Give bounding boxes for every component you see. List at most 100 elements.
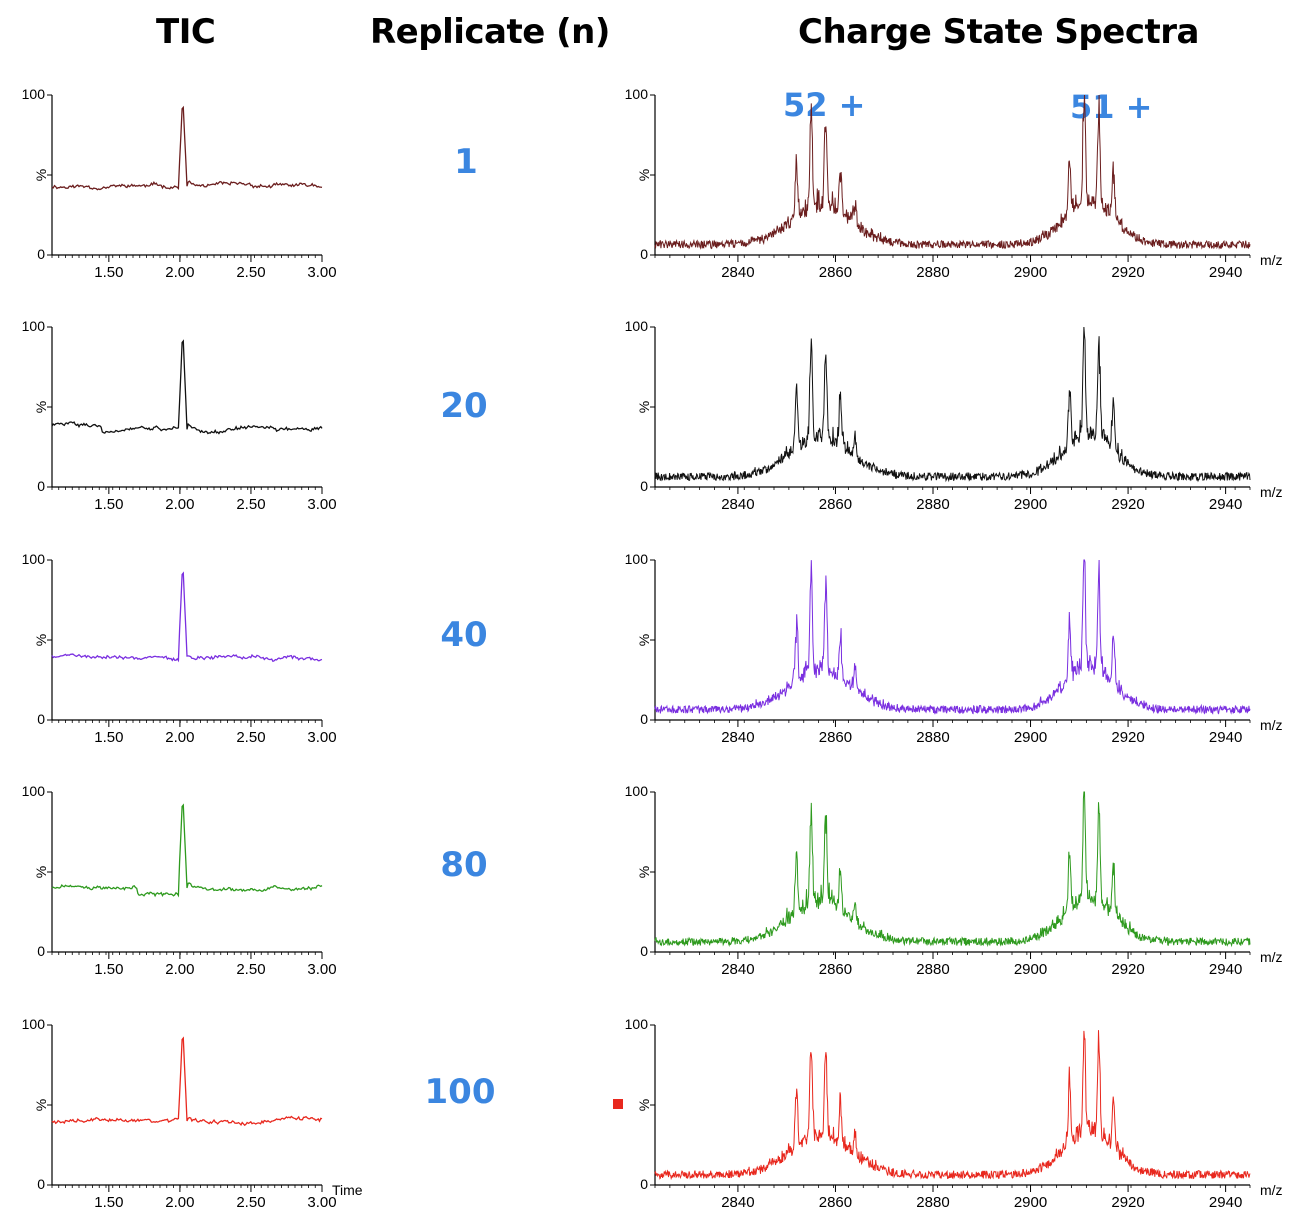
tic-100-x-tick-label-2: 2.50 — [236, 1194, 265, 1211]
ms-40-y-min-label: 0 — [640, 711, 648, 727]
ms-20-y-min-label: 0 — [640, 478, 648, 494]
spectrum-plot-1: 100% 0 2840 2860 2880 2900 2920 2940 m/z — [625, 86, 1283, 281]
ms-100-x-tick-label-3: 2900 — [1014, 1194, 1047, 1211]
ms-40-x-tick-label-2: 2880 — [916, 729, 949, 746]
ms-100-axes: 100% 0 2840 2860 2880 2900 2920 2940 m/z — [625, 1016, 1283, 1211]
ms-20-y-max-label: 100 — [625, 318, 649, 334]
tic-40-axes: 100% 0 1.50 2.00 2.50 3.00 — [22, 551, 337, 746]
ms-80-x-tick-label-1: 2860 — [819, 961, 852, 978]
spectrum-trace-1 — [654, 94, 1251, 250]
ms-1-y-max-label: 100 — [625, 86, 649, 102]
ms-1-axes: 100% 0 2840 2860 2880 2900 2920 2940 m/z — [625, 86, 1283, 281]
ms-80-y-max-label: 100 — [625, 783, 649, 799]
tic-plot-1: 100% 0 1.50 2.00 2.50 3.00 — [22, 86, 337, 281]
tic-20-x-tick-label-0: 1.50 — [94, 496, 123, 513]
ms-80-x-tick-label-4: 2920 — [1111, 961, 1144, 978]
tic-40-x-tick-label-0: 1.50 — [94, 729, 123, 746]
spectrum-trace-40 — [654, 559, 1251, 715]
ms-100-y-max-label: 100 — [625, 1016, 649, 1032]
ms-100-x-tick-label-1: 2860 — [819, 1194, 852, 1211]
replicate-label-20: 20 — [440, 386, 488, 426]
ms-1-y-unit-label: % — [636, 169, 652, 181]
ms-1-x-tick-label-2: 2880 — [916, 264, 949, 281]
tic-80-x-tick-label-3: 3.00 — [307, 961, 336, 978]
ms-80-y-unit-label: % — [636, 866, 652, 878]
tic-1-y-unit-label: % — [33, 169, 49, 181]
ms-1-x-tick-label-4: 2920 — [1111, 264, 1144, 281]
tic-40-y-min-label: 0 — [37, 711, 45, 727]
tic-80-y-min-label: 0 — [37, 943, 45, 959]
ms-20-y-unit-label: % — [636, 401, 652, 413]
spectrum-trace-20 — [654, 326, 1251, 483]
tic-80-y-unit-label: % — [33, 866, 49, 878]
tic-100-x-tick-label-0: 1.50 — [94, 1194, 123, 1211]
ms-1-x-tick-label-1: 2860 — [819, 264, 852, 281]
tic-80-axes: 100% 0 1.50 2.00 2.50 3.00 — [22, 783, 337, 978]
spectrum-plot-80: 100% 0 2840 2860 2880 2900 2920 2940 m/z — [625, 783, 1283, 978]
tic-20-y-unit-label: % — [33, 401, 49, 413]
tic-100-x-tick-label-3: 3.00 — [307, 1194, 336, 1211]
ms-20-axes: 100% 0 2840 2860 2880 2900 2920 2940 m/z — [625, 318, 1283, 513]
ms-100-x-tick-label-4: 2920 — [1111, 1194, 1144, 1211]
ms-80-x-tick-label-0: 2840 — [721, 961, 754, 978]
red-marker — [613, 1099, 623, 1109]
tic-1-y-min-label: 0 — [37, 246, 45, 262]
ms-80-x-tick-label-5: 2940 — [1209, 961, 1242, 978]
ms-80-axes: 100% 0 2840 2860 2880 2900 2920 2940 m/z — [625, 783, 1283, 978]
tic-1-y-max-label: 100 — [22, 86, 46, 102]
ms-100-x-tick-label-2: 2880 — [916, 1194, 949, 1211]
ms-1-x-title: m/z — [1260, 252, 1283, 268]
tic-1-x-tick-label-0: 1.50 — [94, 264, 123, 281]
tic-1-axes: 100% 0 1.50 2.00 2.50 3.00 — [22, 86, 337, 281]
ms-1-x-tick-label-0: 2840 — [721, 264, 754, 281]
tic-trace-40 — [51, 571, 323, 663]
tic-20-axes: 100% 0 1.50 2.00 2.50 3.00 — [22, 318, 337, 513]
ms-40-y-max-label: 100 — [625, 551, 649, 567]
ms-1-y-min-label: 0 — [640, 246, 648, 262]
ms-1-x-tick-label-3: 2900 — [1014, 264, 1047, 281]
ms-40-x-tick-label-4: 2920 — [1111, 729, 1144, 746]
ms-20-x-tick-label-0: 2840 — [721, 496, 754, 513]
ms-40-x-tick-label-3: 2900 — [1014, 729, 1047, 746]
tic-header: TIC — [156, 12, 216, 52]
spectrum-trace-80 — [654, 791, 1251, 948]
replicate-label-80: 80 — [440, 845, 488, 885]
tic-80-y-max-label: 100 — [22, 783, 46, 799]
tic-100-y-min-label: 0 — [37, 1176, 45, 1192]
tic-trace-100 — [51, 1036, 323, 1127]
tic-20-y-max-label: 100 — [22, 318, 46, 334]
tic-plot-40: 100% 0 1.50 2.00 2.50 3.00 — [22, 551, 337, 746]
ms-20-x-title: m/z — [1260, 484, 1283, 500]
ms-20-x-tick-label-3: 2900 — [1014, 496, 1047, 513]
tic-80-x-tick-label-2: 2.50 — [236, 961, 265, 978]
tic-20-y-min-label: 0 — [37, 478, 45, 494]
ms-40-x-tick-label-5: 2940 — [1209, 729, 1242, 746]
ms-80-x-tick-label-2: 2880 — [916, 961, 949, 978]
tic-20-x-tick-label-1: 2.00 — [165, 496, 194, 513]
tic-1-x-tick-label-2: 2.50 — [236, 264, 265, 281]
tic-100-x-title: Time — [332, 1182, 363, 1198]
ms-40-axes: 100% 0 2840 2860 2880 2900 2920 2940 m/z — [625, 551, 1283, 746]
tic-plot-20: 100% 0 1.50 2.00 2.50 3.00 — [22, 318, 337, 513]
ms-100-x-title: m/z — [1260, 1182, 1283, 1198]
tic-1-x-tick-label-3: 3.00 — [307, 264, 336, 281]
ms-20-x-tick-label-5: 2940 — [1209, 496, 1242, 513]
tic-40-y-unit-label: % — [33, 634, 49, 646]
ms-1-x-tick-label-5: 2940 — [1209, 264, 1242, 281]
ms-40-x-title: m/z — [1260, 717, 1283, 733]
tic-40-x-tick-label-2: 2.50 — [236, 729, 265, 746]
tic-100-y-unit-label: % — [33, 1099, 49, 1111]
ms-20-x-tick-label-2: 2880 — [916, 496, 949, 513]
tic-40-x-tick-label-3: 3.00 — [307, 729, 336, 746]
spectrum-plot-40: 100% 0 2840 2860 2880 2900 2920 2940 m/z — [625, 551, 1283, 746]
ms-80-x-title: m/z — [1260, 949, 1283, 965]
tic-plot-80: 100% 0 1.50 2.00 2.50 3.00 — [22, 783, 337, 978]
ms-40-x-tick-label-1: 2860 — [819, 729, 852, 746]
ms-20-x-tick-label-4: 2920 — [1111, 496, 1144, 513]
tic-100-x-tick-label-1: 2.00 — [165, 1194, 194, 1211]
ms-80-y-min-label: 0 — [640, 943, 648, 959]
ms-40-y-unit-label: % — [636, 634, 652, 646]
tic-20-x-tick-label-3: 3.00 — [307, 496, 336, 513]
